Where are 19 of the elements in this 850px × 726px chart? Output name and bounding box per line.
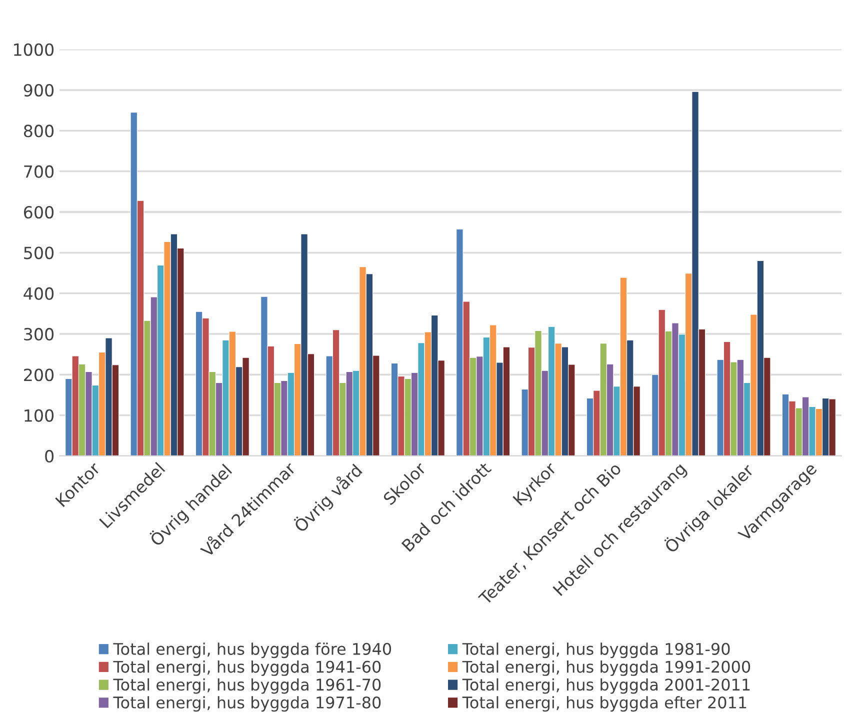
y-tick-label: 600 — [24, 206, 54, 219]
y-tick-label: 300 — [24, 328, 54, 341]
y-tick-label: 400 — [24, 287, 54, 300]
y-tick-label: 700 — [24, 165, 54, 178]
legend-label: Total energi, hus byggda 1961-70 — [113, 678, 381, 694]
y-tick-label: 1000 — [14, 43, 54, 56]
legend-label: Total energi, hus byggda 1941-60 — [113, 660, 381, 676]
y-tick-label: 500 — [24, 246, 54, 260]
y-tick-label: 800 — [24, 124, 54, 138]
legend-label: Total energi, hus byggda efter 2011 — [462, 696, 746, 712]
y-tick-label: 0 — [45, 450, 54, 462]
y-tick-label: 100 — [24, 409, 54, 422]
legend-label: Total energi, hus byggda 1981-90 — [462, 642, 730, 658]
legend-label: Total energi, hus byggda 1971-80 — [113, 696, 381, 712]
y-tick-label: 900 — [24, 84, 54, 97]
y-tick-label: 200 — [24, 368, 54, 382]
legend-label: Total energi, hus byggda 1991-2000 — [462, 660, 750, 676]
legend-label: Total energi, hus byggda före 1940 — [113, 642, 392, 658]
legend-label: Total energi, hus byggda 2001-2011 — [462, 678, 750, 694]
